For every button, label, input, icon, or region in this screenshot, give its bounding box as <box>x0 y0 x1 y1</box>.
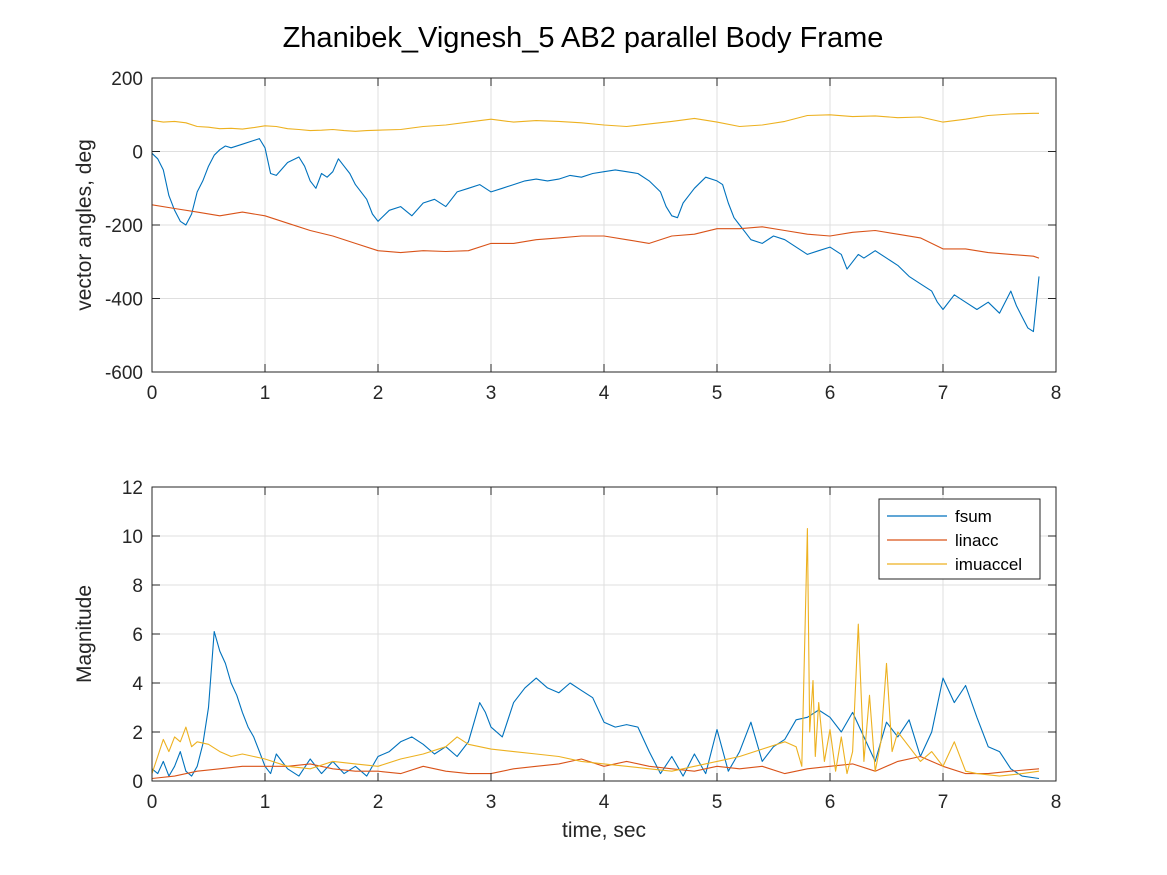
x-axis-label: time, sec <box>562 819 646 842</box>
x-tick-label: 8 <box>1051 383 1062 404</box>
y-axis-label: vector angles, deg <box>73 139 96 311</box>
y-tick-label: -200 <box>105 216 143 237</box>
x-tick-label: 2 <box>373 792 384 813</box>
x-tick-label: 5 <box>712 383 723 404</box>
x-tick-label: 0 <box>147 792 158 813</box>
y-tick-label: 8 <box>132 576 143 597</box>
x-tick-label: 2 <box>373 383 384 404</box>
y-tick-label: -400 <box>105 290 143 311</box>
y-axis-label: Magnitude <box>73 585 96 683</box>
legend-box <box>878 498 1041 580</box>
series-line-series-3 <box>152 112 1039 132</box>
series-line-series-2 <box>152 204 1040 259</box>
y-tick-label: 0 <box>132 143 143 164</box>
x-tick-label: 0 <box>147 383 158 404</box>
x-tick-label: 6 <box>825 383 836 404</box>
legend-label-linacc: linacc <box>955 531 999 550</box>
x-tick-label: 7 <box>938 792 949 813</box>
series-line-fsum <box>152 630 1040 780</box>
x-tick-label: 1 <box>260 383 271 404</box>
y-tick-label: 4 <box>132 674 143 695</box>
x-tick-label: 1 <box>260 792 271 813</box>
x-tick-label: 7 <box>938 383 949 404</box>
angles-plot: 0 1 2 3 4 5 6 7 8 -600 -400 -200 0 200 vector angles, … <box>73 69 1061 404</box>
x-tick-label: 3 <box>486 383 497 404</box>
figure-title: Zhanibek_Vignesh_5 AB2 parallel Body Fra… <box>283 22 884 54</box>
y-tick-label: 12 <box>122 478 143 499</box>
y-tick-label: -600 <box>105 363 143 384</box>
y-tick-label: 200 <box>111 69 143 90</box>
series-line-series-1 <box>152 138 1040 333</box>
x-tick-label: 8 <box>1051 792 1062 813</box>
x-tick-label: 4 <box>599 792 610 813</box>
y-tick-label: 0 <box>132 772 143 793</box>
legend-label-imuaccel: imuaccel <box>955 555 1022 574</box>
y-tick-label: 2 <box>132 723 143 744</box>
x-tick-label: 3 <box>486 792 497 813</box>
x-tick-label: 5 <box>712 792 723 813</box>
series-line-imuaccel <box>152 528 1040 777</box>
x-tick-label: 6 <box>825 792 836 813</box>
legend-label-fsum: fsum <box>955 507 992 526</box>
x-tick-label: 4 <box>599 383 610 404</box>
legend: fsum linacc imuaccel <box>878 498 1041 580</box>
y-tick-label: 6 <box>132 625 143 646</box>
y-tick-label: 10 <box>122 527 143 548</box>
